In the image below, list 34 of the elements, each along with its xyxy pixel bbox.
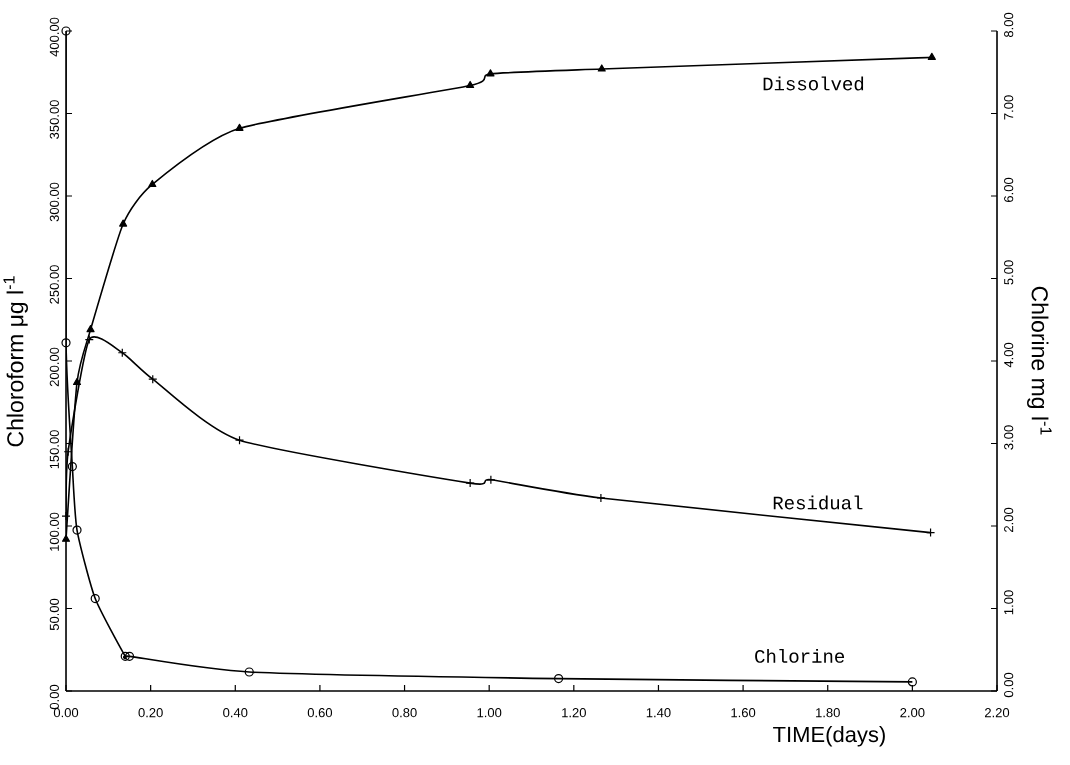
y-tick-label: 50.00	[49, 598, 59, 631]
y2-tick-label: 4.00	[1004, 342, 1014, 368]
x-tick-label: 0.60	[307, 708, 333, 718]
y-tick-label: 150.00	[49, 430, 59, 469]
series-label: Dissolved	[763, 76, 864, 91]
x-tick-label: 1.20	[562, 708, 586, 718]
x-tick-label: 1.80	[816, 708, 840, 718]
x-tick-label: 0.20	[138, 708, 163, 718]
y2-tick-label: 8.00	[1004, 12, 1014, 38]
x-tick-label: 0.40	[223, 708, 248, 718]
y2-tick-label: 1.00	[1004, 590, 1014, 615]
x-tick-label: 2.20	[985, 708, 1010, 718]
y-tick-label: 350.00	[49, 100, 59, 139]
y-tick-label: 250.00	[49, 265, 59, 304]
x-tick-label: 2.00	[900, 708, 925, 718]
series-label: Residual	[773, 495, 863, 510]
y2-tick-label: 0.00	[1004, 672, 1014, 698]
x-tick-label: 1.00	[477, 708, 502, 718]
y-tick-label: 100.00	[49, 512, 59, 551]
y-tick-label: 200.00	[49, 347, 59, 387]
y-tick-label: 400.00	[49, 17, 59, 57]
x-tick-label: 1.60	[731, 708, 756, 718]
y2-tick-label: 5.00	[1004, 260, 1014, 285]
series-label: Chlorine	[755, 648, 845, 663]
x-tick-label: 1.40	[646, 708, 671, 718]
y2-tick-label: 7.00	[1004, 95, 1014, 120]
x-tick-label: 0.80	[392, 708, 417, 718]
x-axis-title: TIME(days)	[773, 726, 885, 747]
y2-tick-label: 6.00	[1004, 177, 1014, 202]
y2-tick-label: 3.00	[1004, 425, 1014, 450]
y2-tick-label: 2.00	[1004, 507, 1014, 532]
y-axis-title: Chloroform μg l$^{-1}$	[3, 276, 28, 447]
y-tick-label: 300.00	[49, 182, 59, 222]
y2-axis-title: Chlorine mg l$^{-1}$	[1027, 286, 1052, 435]
